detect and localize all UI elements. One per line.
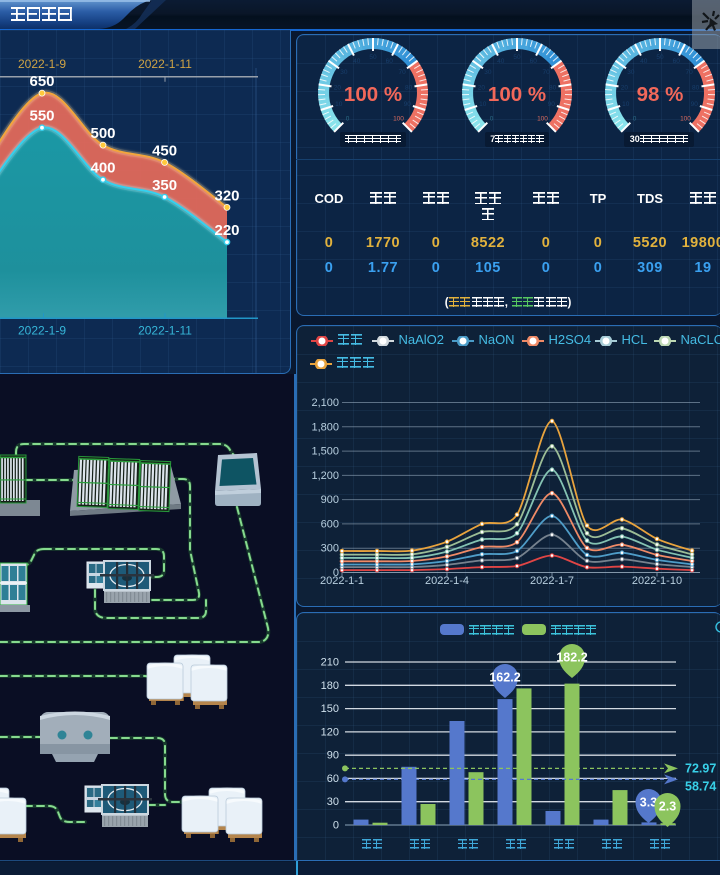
svg-text:70: 70 bbox=[542, 69, 550, 76]
svg-text:0: 0 bbox=[490, 116, 494, 123]
svg-text:100: 100 bbox=[680, 116, 691, 123]
svg-text:58.74: 58.74 bbox=[685, 779, 716, 793]
svg-text:30: 30 bbox=[327, 796, 339, 808]
svg-text:20: 20 bbox=[621, 84, 629, 91]
svg-text:72.97: 72.97 bbox=[685, 761, 716, 775]
svg-text:400: 400 bbox=[90, 160, 115, 177]
svg-text:70: 70 bbox=[685, 69, 693, 76]
svg-text:1,800: 1,800 bbox=[311, 421, 339, 433]
svg-text:90: 90 bbox=[548, 101, 556, 108]
svg-text:40: 40 bbox=[353, 58, 361, 65]
svg-text:2.3: 2.3 bbox=[659, 800, 676, 814]
svg-text:50: 50 bbox=[369, 54, 377, 61]
svg-text:10: 10 bbox=[335, 101, 343, 108]
svg-text:80: 80 bbox=[692, 84, 700, 91]
svg-text:2022-1-11: 2022-1-11 bbox=[138, 57, 192, 71]
svg-text:220: 220 bbox=[214, 222, 239, 239]
svg-text:30: 30 bbox=[340, 69, 348, 76]
svg-text:30: 30 bbox=[484, 69, 492, 76]
svg-text:180: 180 bbox=[321, 680, 339, 692]
svg-text:0: 0 bbox=[333, 820, 339, 832]
svg-text:2022-1-11: 2022-1-11 bbox=[138, 324, 192, 338]
svg-text:0: 0 bbox=[633, 116, 637, 123]
svg-text:2022-1-7: 2022-1-7 bbox=[530, 575, 574, 587]
svg-text:30: 30 bbox=[627, 69, 635, 76]
svg-text:0: 0 bbox=[346, 116, 350, 123]
svg-text:2022-1-10: 2022-1-10 bbox=[632, 575, 682, 587]
svg-text:70: 70 bbox=[398, 69, 406, 76]
svg-text:90: 90 bbox=[327, 750, 339, 762]
svg-text:2022-1-4: 2022-1-4 bbox=[425, 575, 469, 587]
svg-text:60: 60 bbox=[327, 773, 339, 785]
svg-text:90: 90 bbox=[691, 101, 699, 108]
svg-text:650: 650 bbox=[29, 73, 54, 90]
svg-text:3.3: 3.3 bbox=[640, 796, 657, 810]
svg-text:2022-1-1: 2022-1-1 bbox=[320, 575, 364, 587]
svg-text:2022-1-9: 2022-1-9 bbox=[18, 324, 66, 338]
svg-text:20: 20 bbox=[478, 84, 486, 91]
svg-text:150: 150 bbox=[321, 703, 339, 715]
svg-text:100 %: 100 % bbox=[488, 83, 546, 106]
svg-text:0: 0 bbox=[333, 567, 339, 579]
svg-text:80: 80 bbox=[405, 84, 413, 91]
svg-text:100: 100 bbox=[393, 116, 404, 123]
svg-text:100 %: 100 % bbox=[344, 83, 402, 106]
svg-text:162.2: 162.2 bbox=[489, 671, 520, 685]
svg-text:60: 60 bbox=[673, 58, 681, 65]
svg-text:2,100: 2,100 bbox=[311, 397, 339, 409]
svg-text:500: 500 bbox=[90, 125, 115, 142]
svg-text:40: 40 bbox=[497, 58, 505, 65]
svg-text:900: 900 bbox=[321, 494, 339, 506]
svg-text:50: 50 bbox=[513, 54, 521, 61]
svg-text:300: 300 bbox=[321, 543, 339, 555]
svg-text:60: 60 bbox=[530, 58, 538, 65]
svg-text:450: 450 bbox=[152, 142, 177, 159]
svg-text:182.2: 182.2 bbox=[556, 651, 587, 665]
svg-text:10: 10 bbox=[479, 101, 487, 108]
svg-text:50: 50 bbox=[656, 54, 664, 61]
svg-text:1,500: 1,500 bbox=[311, 446, 339, 458]
svg-text:60: 60 bbox=[386, 58, 394, 65]
svg-text:350: 350 bbox=[152, 177, 177, 194]
svg-text:40: 40 bbox=[640, 58, 648, 65]
svg-text:210: 210 bbox=[321, 657, 339, 669]
svg-text:10: 10 bbox=[622, 101, 630, 108]
svg-text:1,200: 1,200 bbox=[311, 470, 339, 482]
svg-text:80: 80 bbox=[549, 84, 557, 91]
svg-text:320: 320 bbox=[214, 187, 239, 204]
svg-text:550: 550 bbox=[29, 108, 54, 125]
svg-text:2022-1-9: 2022-1-9 bbox=[18, 57, 66, 71]
svg-text:120: 120 bbox=[321, 726, 339, 738]
svg-text:90: 90 bbox=[404, 101, 412, 108]
svg-text:98 %: 98 % bbox=[637, 83, 684, 106]
svg-text:100: 100 bbox=[537, 116, 548, 123]
svg-text:600: 600 bbox=[321, 518, 339, 530]
svg-text:20: 20 bbox=[334, 84, 342, 91]
